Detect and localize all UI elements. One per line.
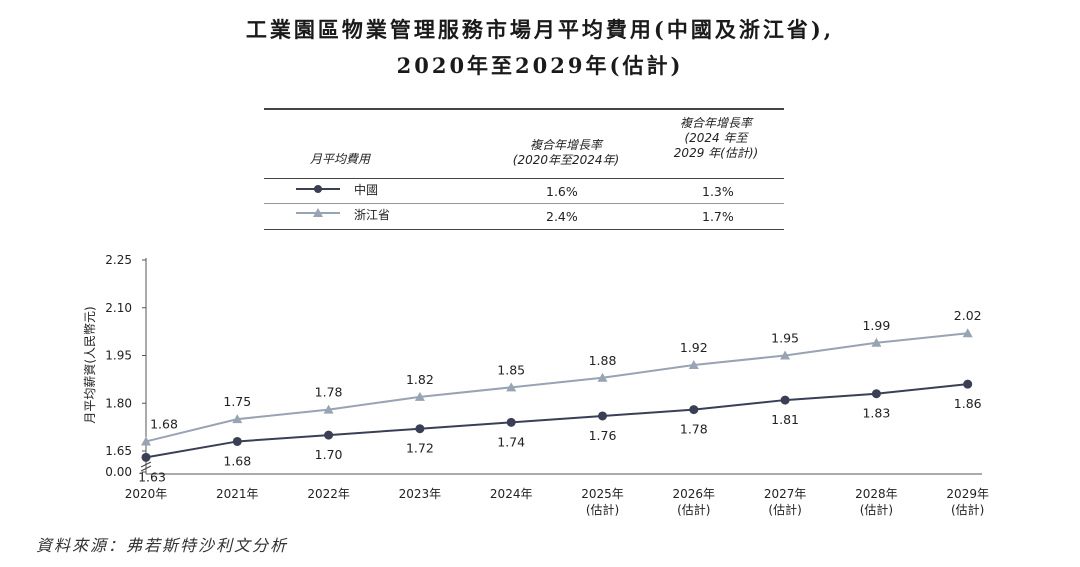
data-label: 1.83 [862, 406, 890, 421]
data-point [415, 424, 425, 434]
data-point [232, 414, 243, 424]
data-label: 1.74 [497, 434, 525, 449]
data-label: 1.70 [315, 447, 343, 462]
y-tick-label: 2.25 [105, 253, 132, 267]
x-tick-label: 2025年 [581, 487, 624, 501]
data-label: 1.99 [862, 318, 890, 333]
data-label: 1.92 [680, 340, 708, 355]
data-label: 1.86 [954, 396, 982, 411]
axis-break-mark [140, 461, 152, 472]
data-label: 1.68 [150, 416, 178, 431]
x-tick-label: (估計) [951, 502, 984, 517]
data-label: 1.63 [138, 469, 166, 484]
x-tick-label: 2027年 [764, 487, 807, 501]
col1-header-line: (2020年至2024年) [512, 153, 620, 167]
data-point [963, 379, 973, 389]
col2-header-line: 複合年增長率 [679, 116, 752, 130]
y-tick-label: 1.65 [105, 444, 132, 458]
data-label: 2.02 [954, 308, 982, 323]
series-line-1 [145, 332, 968, 443]
table-top-rule [264, 108, 784, 110]
chart-subtitle: 2020年至2029年(估計) [396, 53, 684, 78]
data-point [324, 430, 334, 440]
table-header-rule [264, 178, 784, 179]
data-point [506, 382, 517, 392]
y-tick-label: 1.95 [105, 349, 132, 363]
legend-label-china: 中國 [354, 183, 379, 197]
data-point [688, 360, 699, 370]
data-point [598, 411, 607, 421]
data-label: 1.78 [680, 422, 708, 437]
data-point [689, 405, 699, 415]
cagr-china-2024-2029: 1.3% [702, 184, 734, 199]
data-point [414, 391, 425, 401]
cagr-zhejiang-2024-2029: 1.7% [702, 209, 734, 224]
legend-label-zhejiang: 浙江省 [354, 208, 391, 222]
x-tick-label: 2021年 [216, 487, 259, 501]
legend-marker-china [296, 185, 340, 193]
col1-header-line: 複合年增長率 [529, 138, 602, 152]
col2-header-line: 2029 年(估計)) [673, 146, 759, 160]
x-tick-label: 2028年 [855, 487, 898, 501]
data-label: 1.95 [771, 331, 799, 346]
data-point [962, 328, 973, 338]
source-note: 資料來源：弗若斯特沙利文分析 [36, 536, 289, 555]
data-point [141, 436, 151, 446]
y-tick-label: 1.80 [105, 396, 132, 410]
data-label: 1.82 [406, 372, 434, 387]
legend-marker-zhejiang [296, 208, 340, 217]
data-label: 1.81 [771, 412, 799, 427]
y-tick-label: 0.00 [105, 465, 132, 479]
data-label: 1.78 [315, 385, 343, 400]
data-point [780, 350, 791, 360]
x-tick-label: (估計) [860, 502, 893, 517]
table-row-divider [264, 203, 784, 204]
x-tick-label: (估計) [768, 502, 801, 517]
x-tick-label: (估計) [677, 502, 710, 517]
series-line-0 [145, 383, 968, 459]
data-label: 1.72 [406, 441, 434, 456]
data-point [506, 417, 516, 427]
y-tick-label: 2.10 [105, 301, 132, 315]
table-row-header: 月平均費用 [310, 152, 371, 166]
table-bottom-rule [264, 229, 784, 230]
data-label: 1.68 [223, 453, 251, 468]
data-label: 1.76 [589, 428, 617, 443]
data-point [323, 404, 334, 414]
cagr-table: 月平均費用 複合年增長率 (2020年至2024年) 複合年增長率 (2024 … [264, 108, 784, 230]
table-col1-header: 複合年增長率 (2020年至2024年) [486, 138, 646, 168]
x-tick-label: 2029年 [946, 487, 989, 501]
data-point [871, 337, 882, 347]
data-point [141, 452, 151, 462]
data-point [597, 372, 608, 382]
data-label: 1.85 [497, 362, 525, 377]
x-tick-label: 2020年 [125, 487, 168, 501]
chart-title: 工業園區物業管理服務市場月平均費用(中國及浙江省), [245, 17, 835, 42]
x-tick-label: 2024年 [490, 487, 533, 501]
cagr-china-2020-2024: 1.6% [546, 184, 578, 199]
x-tick-label: 2023年 [399, 487, 442, 501]
table-col2-header: 複合年增長率 (2024 年至 2029 年(估計)) [646, 116, 786, 161]
data-label: 1.75 [223, 394, 251, 409]
cagr-zhejiang-2020-2024: 2.4% [546, 209, 578, 224]
col2-header-line: (2024 年至 [684, 131, 748, 145]
data-point [232, 436, 242, 446]
y-axis-label: 月平均薪資(人民幣元) [83, 306, 97, 423]
data-label: 1.88 [589, 353, 617, 368]
x-tick-label: (估計) [586, 502, 619, 517]
x-tick-label: 2026年 [673, 487, 716, 501]
x-tick-label: 2022年 [307, 487, 350, 501]
data-point [780, 395, 790, 405]
data-point [871, 389, 881, 399]
